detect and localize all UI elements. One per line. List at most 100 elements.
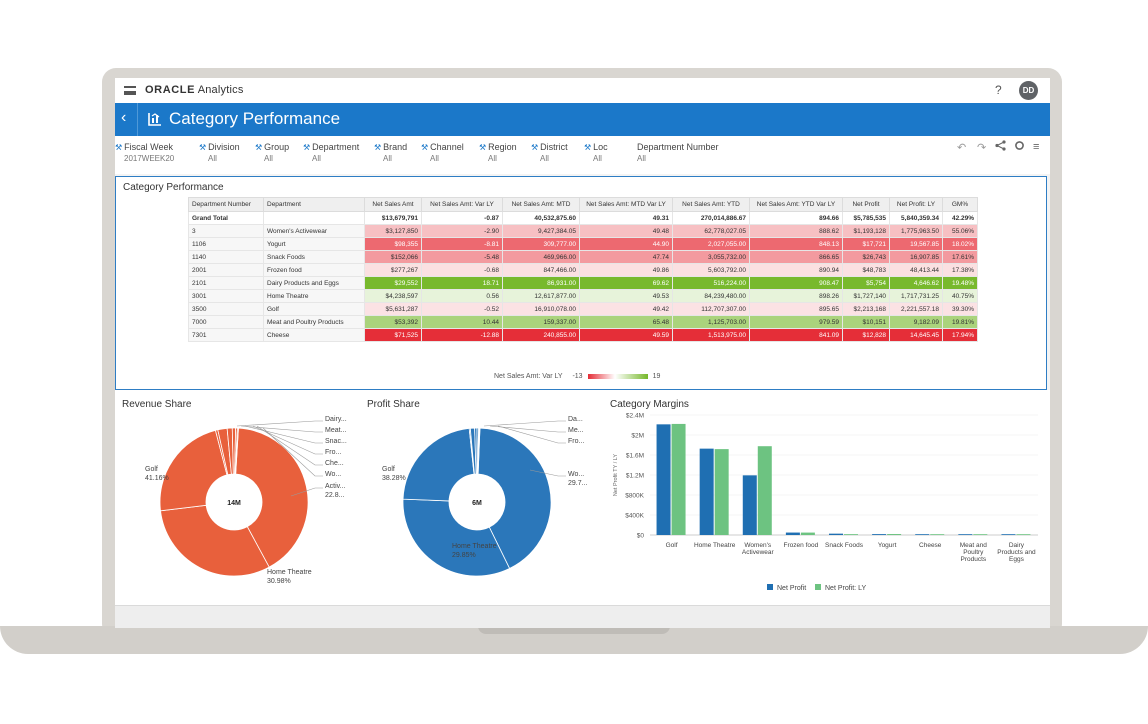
filter-loc[interactable]: ⚒ Loc All <box>584 142 608 163</box>
refresh-icon[interactable] <box>1014 140 1025 151</box>
table-row[interactable]: 1140 Snack Foods $152,066 -5.48 469,966.00 47… <box>188 250 978 264</box>
slice-label: Fro... <box>568 438 584 445</box>
table-cell: 49.86 <box>579 263 673 277</box>
donut-slice[interactable] <box>477 427 552 569</box>
bar[interactable] <box>671 423 686 535</box>
table-cell: $13,679,791 <box>364 211 422 225</box>
column-header[interactable]: Net Profit: LY <box>889 197 943 212</box>
filter-brand[interactable]: ⚒ Brand All <box>374 142 407 163</box>
table-row[interactable]: 3 Women's Activewear $3,127,850 -2.90 9,427,… <box>188 224 978 238</box>
menu-icon[interactable]: ≡ <box>1033 141 1040 153</box>
column-header[interactable]: Net Profit <box>842 197 890 212</box>
bar[interactable] <box>872 534 887 535</box>
product-name: Analytics <box>197 84 244 96</box>
back-arrow-icon[interactable]: ‹ <box>121 109 127 126</box>
table-row[interactable]: 3001 Home Theatre $4,238,597 0.56 12,617,877… <box>188 289 978 303</box>
table-cell: $98,355 <box>364 237 422 251</box>
column-header[interactable]: Net Sales Amt <box>364 197 422 212</box>
table-row[interactable]: 2101 Dairy Products and Eggs $29,552 18.71 8… <box>188 276 978 290</box>
share-icon[interactable] <box>995 140 1006 151</box>
table-row[interactable]: 7000 Meat and Poultry Products $53,392 10.4… <box>188 315 978 329</box>
bar[interactable] <box>757 446 772 535</box>
bar[interactable] <box>742 475 757 535</box>
filter-label: Department Number <box>637 142 719 152</box>
table-row[interactable]: 1106 Yogurt $98,355 -8.81 309,777.00 44.90 2,0… <box>188 237 978 251</box>
bar[interactable] <box>785 532 800 535</box>
table-cell: 7301 <box>188 328 264 342</box>
filter-label: Group <box>264 142 290 152</box>
table-row[interactable]: 2001 Frozen food $277,267 -0.68 847,466.00 49… <box>188 263 978 277</box>
table-row[interactable]: 3500 Golf $5,631,287 -0.52 16,910,078.00 49.4… <box>188 302 978 316</box>
filter-label: District <box>540 142 568 152</box>
table-cell: 5,840,359.34 <box>889 211 943 225</box>
profit-share-donut-chart[interactable]: 6M Golf 38.28% Home Theatre 29.85% Wo... 29.7.… <box>360 410 605 600</box>
bar[interactable] <box>887 534 902 535</box>
filter-channel[interactable]: ⚒ Channel All <box>421 142 464 163</box>
table-cell: 309,777.00 <box>502 237 580 251</box>
bar[interactable] <box>915 534 930 535</box>
donut-slice[interactable] <box>402 498 511 577</box>
donut-slice[interactable] <box>402 427 475 502</box>
table-cell: $26,743 <box>842 250 890 264</box>
table-cell: -0.87 <box>421 211 503 225</box>
slice-label: Meat... <box>325 427 346 434</box>
table-cell: Cheese <box>263 328 365 342</box>
table-cell: 17.38% <box>942 263 978 277</box>
pin-icon: ⚒ <box>374 143 382 152</box>
filter-district[interactable]: ⚒ District All <box>531 142 568 163</box>
table-total-row[interactable]: Grand Total $13,679,791 -0.87 40,532,875.60… <box>188 211 978 225</box>
avatar[interactable]: DD <box>1019 81 1038 100</box>
table-cell: 19,567.85 <box>889 237 943 251</box>
category-margins-bar-chart[interactable]: $0 $400K $800K $1.2M $1.6M $2M $2.4M Net Profit… <box>605 410 1045 605</box>
filter-division[interactable]: ⚒ Division All <box>199 142 240 163</box>
column-header[interactable]: GM% <box>942 197 978 212</box>
donut-slice[interactable] <box>160 504 270 577</box>
help-icon[interactable]: ? <box>995 83 1002 97</box>
hamburger-menu-icon[interactable] <box>124 86 136 95</box>
filter-group[interactable]: ⚒ Group All <box>255 142 289 163</box>
bar[interactable] <box>714 449 729 535</box>
filter-department-number[interactable]: Department Number All <box>637 142 719 163</box>
filter-fiscal-week[interactable]: ⚒ Fiscal Week 2017WEEK20 <box>115 142 174 163</box>
donut-slice[interactable] <box>477 427 481 475</box>
bar[interactable] <box>656 424 671 535</box>
slice-label: Dairy... <box>325 416 347 423</box>
pin-icon: ⚒ <box>531 143 539 152</box>
filter-label: Division <box>208 142 240 152</box>
pivot-table[interactable]: Department Number Department Net Sales A… <box>188 197 978 342</box>
bar[interactable] <box>829 533 843 535</box>
bar[interactable] <box>699 448 714 535</box>
filter-department[interactable]: ⚒ Department All <box>303 142 359 163</box>
column-header[interactable]: Net Sales Amt: MTD <box>502 197 580 212</box>
column-header[interactable]: Department <box>263 197 365 212</box>
column-header[interactable]: Department Number <box>188 197 264 212</box>
pin-icon: ⚒ <box>479 143 487 152</box>
bar[interactable] <box>800 532 815 535</box>
column-header[interactable]: Net Sales Amt: YTD <box>672 197 750 212</box>
table-cell: 112,707,307.00 <box>672 302 750 316</box>
bar[interactable] <box>1001 534 1016 535</box>
redo-icon[interactable]: ↷ <box>977 142 987 154</box>
table-row[interactable]: 7301 Cheese $71,525 -12.88 240,855.00 49.59 1,… <box>188 328 978 342</box>
bar[interactable] <box>844 534 858 535</box>
x-tick-label: Cheese <box>919 542 942 549</box>
bar[interactable] <box>930 534 945 535</box>
donut-slice[interactable] <box>159 429 228 512</box>
legend-label: Net Sales Amt: Var LY <box>494 373 563 380</box>
filter-region[interactable]: ⚒ Region All <box>479 142 517 163</box>
donut-slice[interactable] <box>234 427 239 475</box>
x-tick-label: Golf <box>666 542 678 549</box>
x-tick-label: Poultry <box>963 549 984 556</box>
bar[interactable] <box>958 534 973 535</box>
table-cell: 240,855.00 <box>502 328 580 342</box>
column-header[interactable]: Net Sales Amt: YTD Var LY <box>749 197 843 212</box>
table-cell: 17.61% <box>942 250 978 264</box>
table-cell: 888.62 <box>749 224 843 238</box>
bar[interactable] <box>1016 534 1031 535</box>
undo-icon[interactable]: ↶ <box>957 142 967 154</box>
column-header[interactable]: Net Sales Amt: Var LY <box>421 197 503 212</box>
revenue-share-donut-chart[interactable]: 14M Golf 41.16% Home Theatre 30.98% Activ... 2… <box>115 410 360 600</box>
table-cell: Women's Activewear <box>263 224 365 238</box>
column-header[interactable]: Net Sales Amt: MTD Var LY <box>579 197 673 212</box>
bar[interactable] <box>973 534 988 535</box>
